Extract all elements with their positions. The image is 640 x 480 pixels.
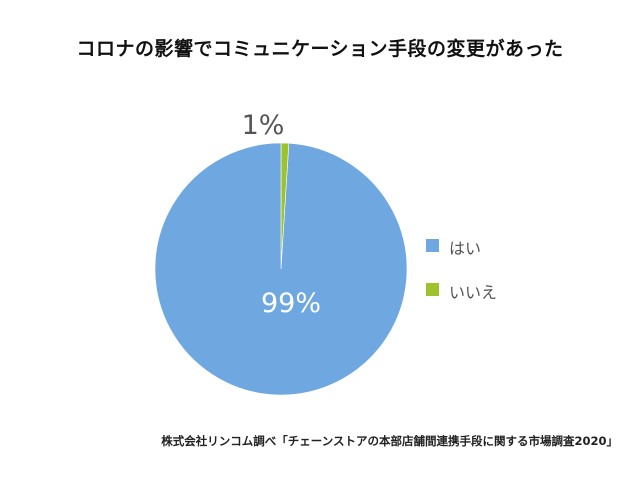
legend-label: はい bbox=[449, 239, 482, 258]
slice-label-yes: 99% bbox=[261, 288, 321, 319]
legend-label: いいえ bbox=[449, 283, 498, 302]
pie-slice-yes bbox=[154, 142, 408, 396]
legend-swatch bbox=[426, 283, 439, 296]
source-note: 株式会社リンコム調べ「チェーンストアの本部店舗間連携手段に関する市場調査2020… bbox=[161, 434, 618, 448]
legend-swatch bbox=[426, 239, 439, 252]
chart-title: コロナの影響でコミュニケーション手段の変更があった bbox=[76, 38, 564, 60]
slice-label-no: 1% bbox=[242, 110, 285, 141]
